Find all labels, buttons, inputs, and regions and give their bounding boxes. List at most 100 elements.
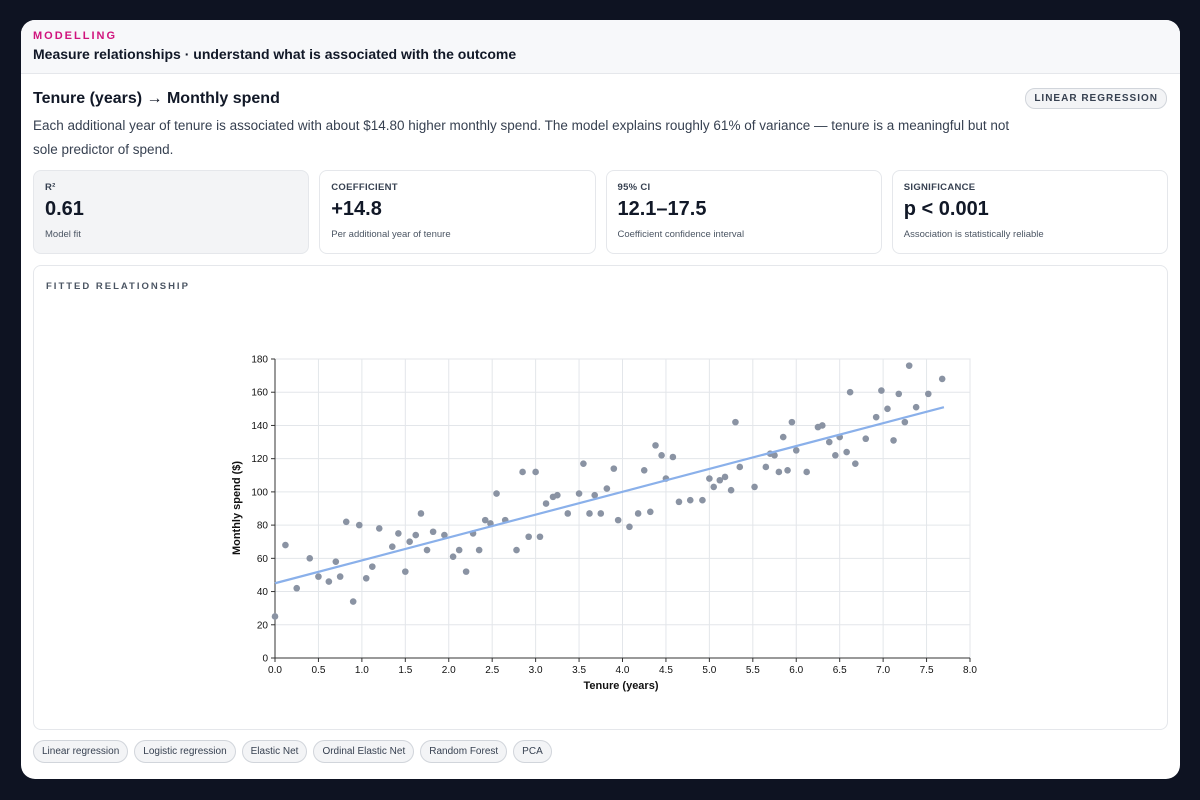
x-tick-label: 4.0 [616, 665, 630, 676]
data-point [878, 387, 885, 394]
x-tick-label: 5.0 [702, 665, 716, 676]
x-tick-label: 2.5 [485, 665, 499, 676]
stat-caption: Association is statistically reliable [903, 229, 1044, 240]
chip-linear-regression[interactable]: Linear regression [33, 740, 129, 763]
analysis-title-row: Tenure (years) → Monthly spend LINEAR RE… [33, 88, 1168, 109]
stat-label: COEFFICIENT [331, 182, 398, 193]
method-badge: LINEAR REGRESSION [1025, 88, 1167, 109]
data-point [862, 435, 870, 443]
data-point [388, 543, 396, 551]
x-tick-label: 5.5 [746, 665, 760, 676]
chip-elastic-net[interactable]: Elastic Net [241, 740, 308, 763]
x-tick-label: 2.0 [442, 665, 456, 676]
data-point [912, 403, 920, 411]
stat-value: 0.61 [45, 198, 84, 220]
chip-pca[interactable]: PCA [513, 740, 552, 763]
data-point [771, 452, 778, 459]
data-point [441, 531, 448, 539]
x-tick-label: 0.0 [268, 665, 282, 676]
x-tick-label: 1.0 [355, 665, 369, 676]
data-point [282, 541, 289, 549]
data-point [493, 490, 500, 497]
y-tick-label: 40 [257, 587, 269, 598]
data-point [626, 523, 633, 531]
data-point [603, 485, 611, 492]
data-point [462, 568, 470, 575]
stat-value: 12.1–17.5 [617, 198, 707, 220]
data-point [481, 516, 489, 524]
analysis-title: Tenure (years) → Monthly spend [33, 89, 280, 107]
regression-fit-line [274, 406, 945, 585]
data-point [293, 584, 301, 592]
data-point [686, 496, 694, 504]
data-point [525, 533, 532, 541]
data-point [751, 483, 758, 491]
x-tick-label: 7.0 [876, 665, 890, 676]
stat-caption: Coefficient confidence interval [617, 229, 745, 240]
main-content: Tenure (years) → Monthly spend LINEAR RE… [21, 88, 1180, 763]
data-point [699, 496, 706, 504]
data-point [610, 465, 618, 472]
data-point [710, 483, 718, 491]
x-tick-label: 3.0 [529, 665, 543, 676]
data-point [532, 468, 539, 476]
data-point [669, 453, 677, 461]
stat-value: +14.8 [331, 198, 382, 220]
page-header: MODELLING Measure relationships · unders… [21, 20, 1180, 74]
data-point [762, 463, 770, 471]
data-point [591, 491, 598, 499]
data-point [362, 574, 370, 582]
stat-card-r2[interactable]: R² 0.61 Model fit [33, 170, 310, 254]
data-point [369, 563, 376, 570]
data-point [423, 546, 431, 554]
y-tick-label: 80 [257, 521, 269, 532]
x-axis-title: Tenure (years) [584, 680, 659, 692]
stat-value: p < 0.001 [903, 198, 989, 220]
chart-card: FITTED RELATIONSHIP 0.0 0.5 1.0 1.5 2.0 2.5 3.… [33, 265, 1168, 730]
data-point [652, 442, 659, 449]
section-subtitle: Measure relationships · understand what … [33, 46, 517, 62]
x-tick-label: 1.5 [398, 665, 412, 676]
data-point [852, 460, 859, 467]
y-axis-title: Monthly spend ($) [231, 461, 243, 555]
data-point [658, 452, 665, 459]
data-point [727, 486, 735, 494]
data-point [843, 448, 850, 456]
data-point [675, 498, 683, 506]
stat-card-coefficient[interactable]: COEFFICIENT +14.8 Per additional year of… [319, 170, 596, 254]
data-point [271, 613, 279, 620]
data-point [925, 390, 932, 398]
data-point [564, 510, 572, 517]
x-tick-label: 6.5 [833, 665, 847, 676]
y-tick-label: 120 [251, 454, 268, 465]
chip-logistic-regression[interactable]: Logistic regression [134, 740, 236, 763]
chip-random-forest[interactable]: Random Forest [420, 740, 508, 763]
data-point [832, 452, 839, 459]
data-point [706, 475, 713, 482]
data-point [402, 568, 409, 575]
x-tick-label: 0.5 [311, 665, 325, 676]
data-point [417, 510, 425, 517]
data-point [597, 510, 605, 517]
stats-row: R² 0.61 Model fit COEFFICIENT +14.8 Per … [33, 170, 1168, 254]
stat-card-significance[interactable]: SIGNIFICANCE p < 0.001 Association is st… [891, 170, 1168, 254]
data-point [825, 438, 833, 446]
data-point [342, 518, 350, 526]
data-point [872, 413, 880, 421]
app-window: MODELLING Measure relationships · unders… [21, 20, 1180, 779]
data-point [788, 418, 796, 426]
x-tick-label: 8.0 [963, 665, 977, 676]
stat-card-confidence-interval[interactable]: 95% CI 12.1–17.5 Coefficient confidence … [605, 170, 882, 254]
data-point [306, 555, 314, 562]
chart-heading: FITTED RELATIONSHIP [46, 281, 190, 292]
data-point [449, 553, 457, 560]
x-tick-label: 7.5 [920, 665, 934, 676]
method-chips: Linear regression Logistic regression El… [33, 740, 1168, 763]
y-tick-label: 20 [257, 620, 269, 631]
stat-label: SIGNIFICANCE [903, 182, 976, 193]
data-point [519, 468, 526, 476]
data-point [895, 390, 903, 398]
chip-ordinal-elastic-net[interactable]: Ordinal Elastic Net [313, 740, 415, 763]
data-point [901, 418, 909, 426]
data-point [375, 525, 383, 532]
